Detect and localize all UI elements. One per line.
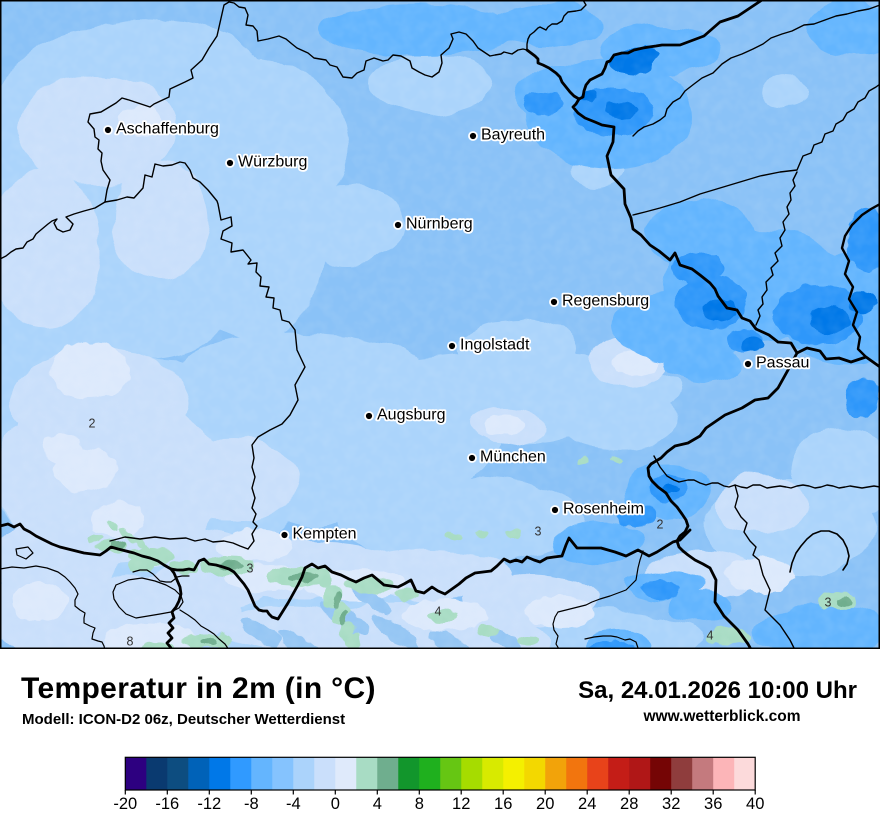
- svg-text:-8: -8: [244, 795, 259, 813]
- svg-text:3: 3: [247, 562, 254, 576]
- svg-text:Kempten: Kempten: [293, 526, 357, 543]
- svg-text:Aschaffenburg: Aschaffenburg: [116, 121, 219, 138]
- svg-text:3: 3: [825, 596, 832, 610]
- svg-text:8: 8: [127, 635, 134, 649]
- svg-text:-20: -20: [113, 795, 137, 813]
- svg-text:-4: -4: [286, 795, 301, 813]
- svg-text:28: 28: [620, 795, 638, 813]
- svg-text:-12: -12: [197, 795, 221, 813]
- svg-text:4: 4: [707, 629, 714, 643]
- svg-text:40: 40: [746, 795, 764, 813]
- svg-text:16: 16: [494, 795, 512, 813]
- svg-text:-16: -16: [155, 795, 179, 813]
- svg-text:4: 4: [435, 605, 442, 619]
- svg-text:Nürnberg: Nürnberg: [406, 216, 473, 233]
- svg-text:32: 32: [662, 795, 680, 813]
- svg-text:3: 3: [535, 525, 542, 539]
- svg-text:12: 12: [452, 795, 470, 813]
- svg-text:8: 8: [415, 795, 424, 813]
- svg-text:Temperatur in 2m (in °C): Temperatur in 2m (in °C): [21, 672, 376, 705]
- svg-text:Rosenheim: Rosenheim: [563, 501, 644, 518]
- svg-text:www.wetterblick.com: www.wetterblick.com: [642, 708, 800, 725]
- svg-text:Bayreuth: Bayreuth: [481, 127, 545, 144]
- svg-text:Regensburg: Regensburg: [562, 293, 649, 310]
- svg-text:2: 2: [657, 518, 664, 532]
- svg-text:Modell: ICON-D2 06z, Deutscher: Modell: ICON-D2 06z, Deutscher Wetterdie…: [22, 711, 345, 728]
- svg-text:Sa, 24.01.2026 10:00 Uhr: Sa, 24.01.2026 10:00 Uhr: [578, 677, 857, 704]
- svg-text:Passau: Passau: [756, 355, 809, 372]
- svg-text:36: 36: [704, 795, 722, 813]
- svg-text:Würzburg: Würzburg: [238, 154, 307, 171]
- svg-text:2: 2: [89, 417, 96, 431]
- svg-text:Augsburg: Augsburg: [377, 407, 446, 424]
- svg-text:0: 0: [331, 795, 340, 813]
- svg-text:4: 4: [373, 795, 382, 813]
- svg-text:24: 24: [578, 795, 596, 813]
- svg-text:München: München: [480, 449, 546, 466]
- svg-text:20: 20: [536, 795, 554, 813]
- svg-text:Ingolstadt: Ingolstadt: [460, 337, 530, 354]
